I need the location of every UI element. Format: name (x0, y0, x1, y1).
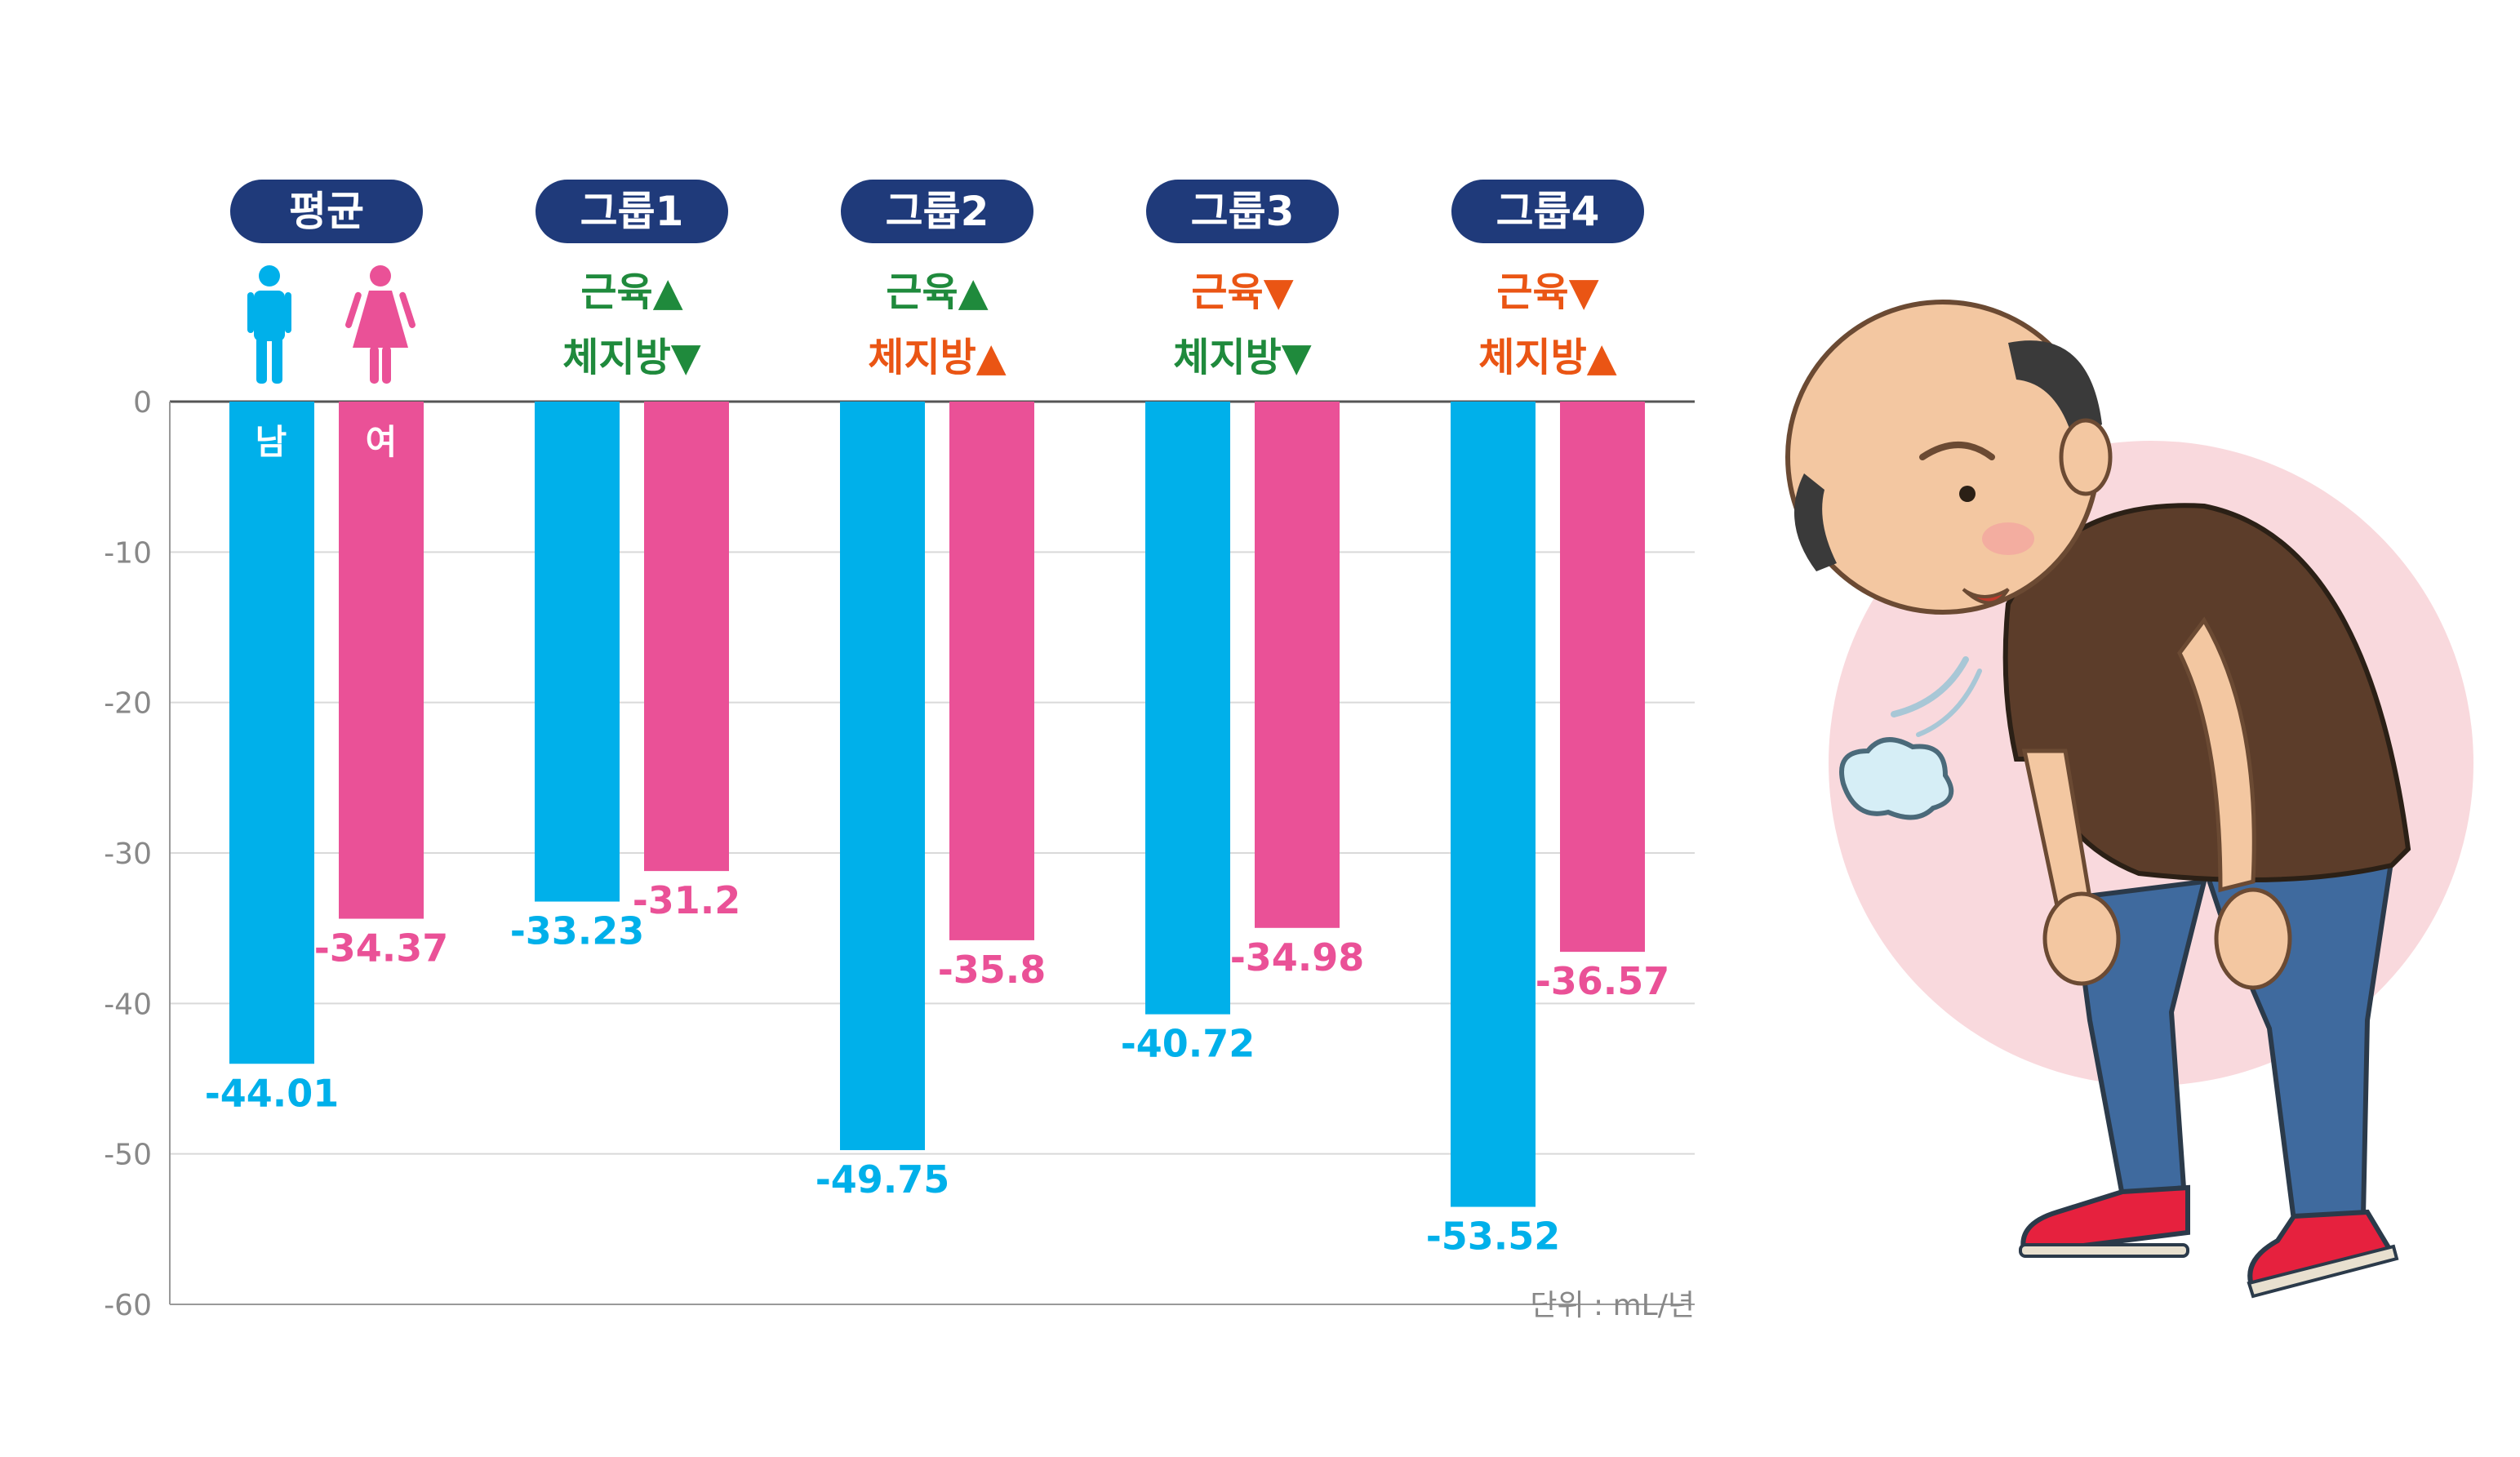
value-label: -49.75 (816, 1157, 950, 1202)
elderly-man-illustration (1785, 300, 2473, 1299)
value-label: -35.8 (938, 948, 1047, 992)
group-pill (230, 180, 423, 243)
bar-male (1145, 402, 1230, 1015)
y-tick-label: -30 (104, 837, 152, 871)
value-labels: -44.01 -33.23 -49.75 -40.72 -53.52 -34.37 -31.… (205, 878, 1670, 1258)
muscle-condition: 근육▲ (886, 269, 988, 315)
grid-lines (169, 400, 1695, 1305)
y-tick-label: 0 (133, 386, 152, 420)
muscle-condition: 근육▼ (1496, 269, 1598, 315)
fat-condition: 체지방▼ (1173, 335, 1311, 380)
group-label: 그룹2 (886, 188, 989, 235)
fat-condition: 체지방▲ (868, 335, 1006, 380)
sex-labels: 남 여 (256, 422, 398, 462)
y-tick-label: -40 (104, 988, 152, 1021)
mouth (1962, 588, 2010, 605)
hair-left (1794, 473, 1837, 571)
group-headers: 평균 그룹1 근육▲ 체지방▼ 그룹2 근육▲ 체지방▲ 그룹3 근육▼ 체지방▼ 그룹4 근육▼ 체지… (230, 180, 1644, 380)
hair-right (2008, 340, 2102, 441)
group-label: 그룹3 (1191, 188, 1295, 235)
muscle-condition: 근육▲ (580, 269, 682, 315)
group-label: 평균 (289, 188, 364, 235)
y-tick-label: -20 (104, 687, 152, 721)
muscle-condition: 근육▼ (1191, 269, 1293, 315)
group-label: 그룹4 (1496, 188, 1600, 235)
group-pill (1146, 180, 1339, 243)
unit-label: 단위 : mL/년 (1530, 1289, 1695, 1322)
group-pill (841, 180, 1033, 243)
eyebrow (1919, 442, 1995, 460)
bar-female (949, 402, 1034, 940)
female-person-icon (345, 265, 416, 384)
fat-condition: 체지방▲ (1478, 335, 1616, 380)
value-label: -34.98 (1230, 935, 1365, 979)
cheek (1982, 522, 2034, 555)
fat-condition: 체지방▼ (562, 335, 700, 380)
bars (229, 402, 1645, 1207)
left-hand (2042, 891, 2121, 986)
value-label: -44.01 (205, 1071, 340, 1115)
y-axis-ticks: 0 -10 -20 -30 -40 -50 -60 (104, 386, 152, 1322)
ear (2059, 418, 2113, 496)
breath-puff (1839, 656, 1982, 820)
bar-female (1560, 402, 1645, 953)
y-tick-label: -60 (104, 1289, 152, 1322)
group-pill (1451, 180, 1644, 243)
bar-female (644, 402, 729, 872)
eye (1959, 486, 1976, 502)
value-label: -31.2 (633, 878, 741, 922)
bar-male (535, 402, 620, 902)
bar-male (840, 402, 925, 1151)
bar-male (229, 402, 314, 1064)
value-label: -33.23 (510, 909, 645, 953)
value-label: -53.52 (1426, 1215, 1561, 1259)
sex-label-male: 남 (256, 422, 287, 462)
group-pill (536, 180, 728, 243)
left-shoe (2020, 1184, 2190, 1256)
bar-male (1451, 402, 1536, 1207)
y-tick-label: -10 (104, 536, 152, 570)
value-label: -34.37 (314, 926, 449, 971)
bar-female (339, 402, 424, 919)
value-label: -36.57 (1536, 959, 1670, 1003)
group-label: 그룹1 (580, 188, 684, 235)
right-hand (2214, 887, 2292, 990)
value-label: -40.72 (1121, 1022, 1256, 1066)
bar-female (1255, 402, 1340, 928)
sex-icons (247, 265, 416, 384)
sex-label-female: 여 (366, 422, 398, 462)
y-tick-label: -50 (104, 1139, 152, 1172)
right-arm (2177, 616, 2256, 893)
male-person-icon (247, 265, 291, 384)
